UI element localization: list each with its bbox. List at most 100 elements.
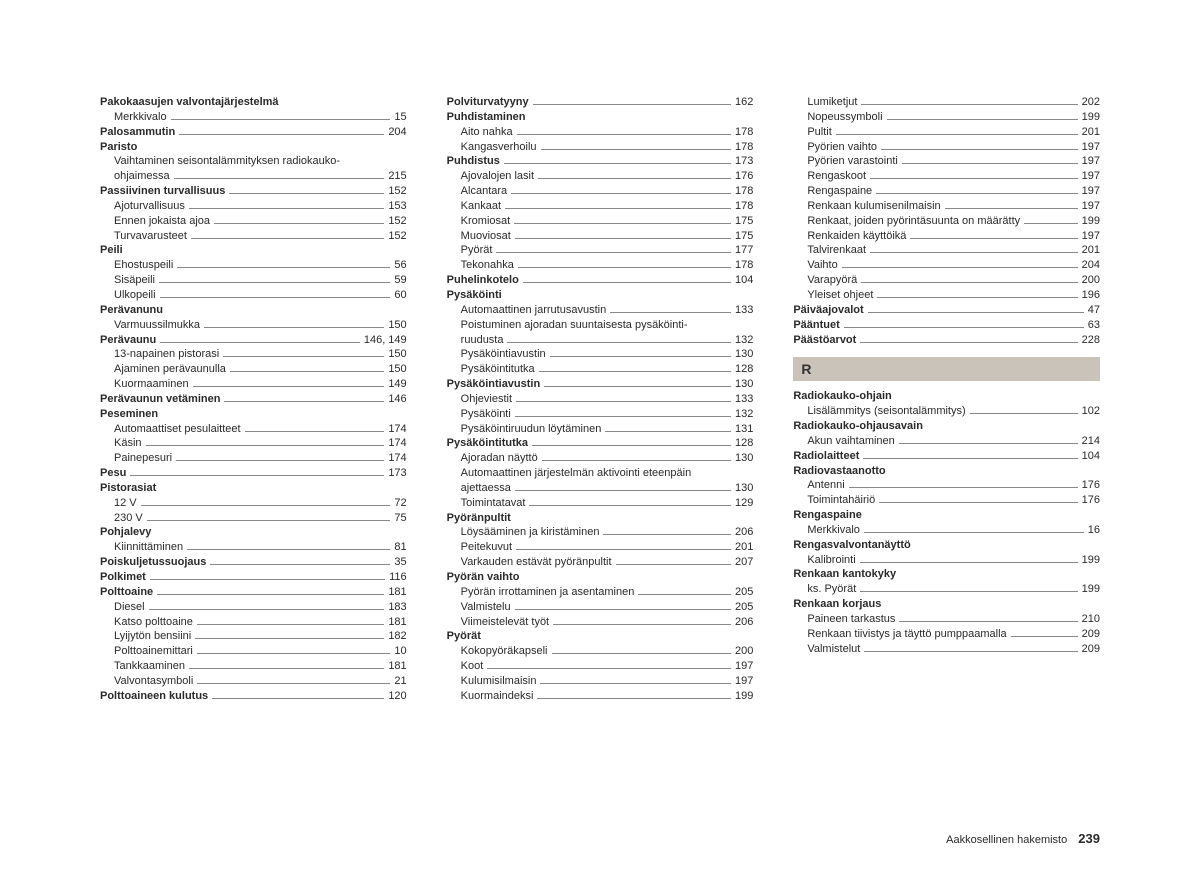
leader-line — [842, 267, 1078, 268]
leader-line — [541, 149, 731, 150]
index-entry: Palosammutin204 — [100, 125, 407, 140]
index-wrapped-line: Vaihtaminen seisontalämmityksen radiokau… — [100, 154, 407, 169]
index-entry-label: Nopeussymboli — [807, 110, 882, 125]
index-entry-page: 72 — [394, 496, 406, 511]
index-entry-label: Ulkopeili — [114, 288, 156, 303]
index-entry: Ehostuspeili56 — [100, 258, 407, 273]
leader-line — [864, 532, 1084, 533]
index-entry-page: 146, 149 — [364, 333, 407, 348]
index-entry-label: Ehostuspeili — [114, 258, 173, 273]
index-entry: Lumiketjut202 — [793, 95, 1100, 110]
index-entry: Ennen jokaista ajoa152 — [100, 214, 407, 229]
index-entry-page: 175 — [735, 214, 753, 229]
index-entry: Tankkaaminen181 — [100, 659, 407, 674]
index-entry: Rengaspaine197 — [793, 184, 1100, 199]
index-entry-page: 199 — [1082, 553, 1100, 568]
leader-line — [179, 134, 384, 135]
index-entry-label: Passiivinen turvallisuus — [100, 184, 225, 199]
index-entry: Kulumisilmaisin197 — [447, 674, 754, 689]
index-entry: Renkaiden käyttöikä197 — [793, 229, 1100, 244]
index-entry-page: 15 — [394, 110, 406, 125]
index-entry-page: 214 — [1082, 434, 1100, 449]
index-heading: Peseminen — [100, 407, 407, 422]
index-entry-page: 181 — [388, 659, 406, 674]
index-entry-page: 162 — [735, 95, 753, 110]
index-entry-page: 209 — [1082, 642, 1100, 657]
leader-line — [514, 223, 731, 224]
index-entry-page: 116 — [389, 570, 407, 585]
leader-line — [910, 238, 1077, 239]
index-entry: Toimintahäiriö176 — [793, 493, 1100, 508]
index-entry-label: Pyörien vaihto — [807, 140, 877, 155]
index-entry-label: Lisälämmitys (seisontalämmitys) — [807, 404, 965, 419]
index-entry-page: 199 — [1082, 110, 1100, 125]
index-entry: Valmistelu205 — [447, 600, 754, 615]
index-entry-label: Diesel — [114, 600, 145, 615]
index-entry: Pysäköintiruudun löytäminen131 — [447, 422, 754, 437]
index-entry-label: Automaattinen jarrutusavustin — [461, 303, 607, 318]
leader-line — [970, 413, 1078, 414]
index-entry-page: 150 — [388, 347, 406, 362]
index-entry: 230 V75 — [100, 511, 407, 526]
index-entry-label: Lyijytön bensiini — [114, 629, 191, 644]
index-entry: Lyijytön bensiini182 — [100, 629, 407, 644]
leader-line — [504, 163, 731, 164]
index-entry-label: Polkimet — [100, 570, 146, 585]
index-entry: Päiväajovalot47 — [793, 303, 1100, 318]
index-entry-label: Ajovalojen lasit — [461, 169, 534, 184]
leader-line — [507, 342, 731, 343]
leader-line — [540, 683, 731, 684]
index-entry: Kalibrointi199 — [793, 553, 1100, 568]
index-entry-page: 128 — [735, 362, 753, 377]
index-entry-label: Varapyörä — [807, 273, 857, 288]
leader-line — [210, 564, 390, 565]
index-entry-page: 175 — [735, 229, 753, 244]
index-entry: Ajovalojen lasit 176 — [447, 169, 754, 184]
index-entry-page: 16 — [1088, 523, 1100, 538]
leader-line — [610, 312, 731, 313]
column-2: Polviturvatyyny162PuhdistaminenAito nahk… — [447, 95, 754, 704]
leader-line — [187, 549, 390, 550]
index-entry-label: Varmuussilmukka — [114, 318, 200, 333]
index-entry-page: 206 — [735, 615, 753, 630]
index-entry-page: 197 — [1082, 199, 1100, 214]
leader-line — [130, 475, 384, 476]
index-entry: Valvontasymboli21 — [100, 674, 407, 689]
index-entry-page: 178 — [735, 199, 753, 214]
index-entry-label: Löysääminen ja kiristäminen — [461, 525, 600, 540]
index-entry-label: Renkaiden käyttöikä — [807, 229, 906, 244]
leader-line — [150, 579, 385, 580]
index-entry-page: 209 — [1082, 627, 1100, 642]
index-entry: Pesu173 — [100, 466, 407, 481]
index-entry: Lisälämmitys (seisontalämmitys)102 — [793, 404, 1100, 419]
index-entry-page: 146 — [388, 392, 406, 407]
index-entry: Katso polttoaine181 — [100, 615, 407, 630]
leader-line — [844, 327, 1084, 328]
index-entry-label: Kuormaindeksi — [461, 689, 534, 704]
leader-line — [191, 238, 384, 239]
leader-line — [860, 591, 1077, 592]
index-entry: Varapyörä200 — [793, 273, 1100, 288]
index-entry-label: Muoviosat — [461, 229, 511, 244]
index-entry: Paineen tarkastus210 — [793, 612, 1100, 627]
index-heading: Perävanunu — [100, 303, 407, 318]
index-entry-label: Ajoturvallisuus — [114, 199, 185, 214]
index-entry-label: Perävaunu — [100, 333, 156, 348]
index-entry-page: 197 — [735, 674, 753, 689]
index-entry-page: 176 — [735, 169, 753, 184]
leader-line — [229, 193, 384, 194]
index-wrapped-line: Poistuminen ajoradan suuntaisesta pysäkö… — [447, 318, 754, 333]
index-entry-label: Pysäköintitutka — [461, 362, 535, 377]
index-entry-page: 133 — [735, 392, 753, 407]
page-footer: Aakkosellinen hakemisto 239 — [946, 831, 1100, 846]
leader-line — [876, 193, 1077, 194]
index-entry: Antenni176 — [793, 478, 1100, 493]
leader-line — [899, 443, 1078, 444]
index-entry-label: Pyörät — [461, 243, 493, 258]
index-entry-label: Kankaat — [461, 199, 501, 214]
leader-line — [245, 431, 385, 432]
index-entry-page: 197 — [1082, 140, 1100, 155]
index-entry-label: Käsin — [114, 436, 142, 451]
index-entry-page: 199 — [735, 689, 753, 704]
index-entry: Polttoaineen kulutus120 — [100, 689, 407, 704]
